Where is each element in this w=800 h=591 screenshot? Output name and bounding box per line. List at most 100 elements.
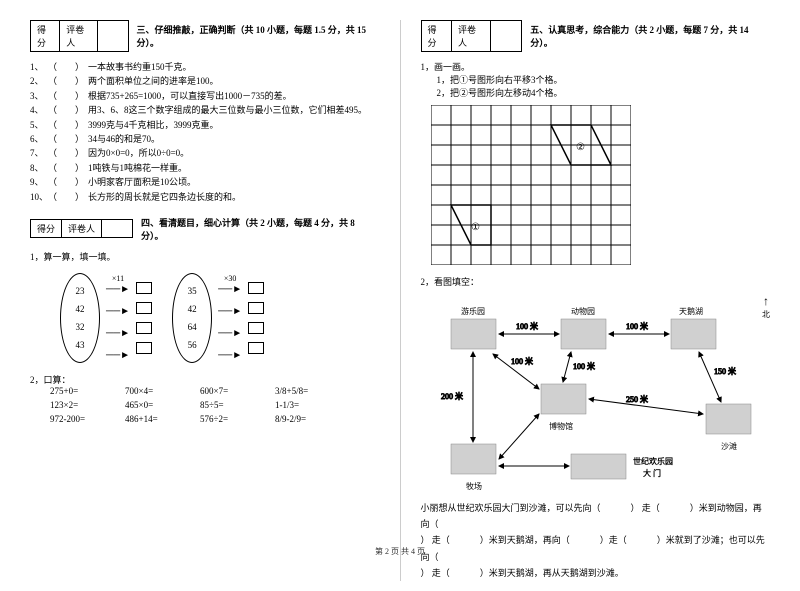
map-diagram: ↑ 北 游乐园 动物园 天鹅湖 牧场 博物馆 沙滩 世纪欢乐园 大 门 (421, 294, 771, 494)
q5-1-label: 1，画一画。 (421, 60, 771, 73)
arrow-col-1: ×11 ──► ──► ──► ──► (106, 274, 130, 361)
mental-item: 275+0= (50, 386, 105, 396)
oval-diagram: 23 42 32 43 ×11 ──► ──► ──► ──► (60, 273, 380, 363)
judgment-item: 5、（ ）3999克与4千克相比，3999克重。 (30, 118, 380, 132)
svg-text:150 米: 150 米 (714, 366, 736, 376)
svg-text:世纪欢乐园: 世纪欢乐园 (633, 456, 673, 466)
museum-img (541, 384, 586, 414)
youle-img (451, 319, 496, 349)
item-text: 一本故事书约重150千克。 (88, 60, 192, 74)
svg-text:200 米: 200 米 (441, 391, 463, 401)
q5-1b: 2，把②号图形向左移动4个格。 (437, 86, 771, 99)
mental-item: 123×2= (50, 400, 105, 410)
score-blank (98, 21, 128, 51)
section-4-title: 四、看清题目，细心计算（共 2 小题，每题 4 分，共 8 分）。 (141, 216, 379, 242)
answer-box (248, 302, 264, 314)
answer-box (248, 342, 264, 354)
left-column: 得分 评卷人 三、仔细推敲，正确判断（共 10 小题，每题 1.5 分，共 15… (30, 20, 380, 581)
answer-box (248, 282, 264, 294)
mental-item: 972-200= (50, 414, 105, 424)
item-text: 34与46的和是70。 (88, 132, 160, 146)
shape-2-label: ② (576, 142, 585, 153)
arrow-icon: ──► (218, 307, 242, 317)
svg-text:牧场: 牧场 (466, 481, 482, 491)
judgment-item: 7、（ ）因为0×0=0，所以0÷0=0。 (30, 146, 380, 160)
q5-2-label: 2，看图填空： (421, 275, 771, 288)
svg-text:250 米: 250 米 (626, 394, 648, 404)
answer-box (248, 322, 264, 334)
q4-2-label: 2，口算： (30, 373, 380, 386)
svg-text:博物馆: 博物馆 (549, 421, 573, 431)
section-4-header: 得分 评卷人 四、看清题目，细心计算（共 2 小题，每题 4 分，共 8 分）。 (30, 216, 380, 242)
item-text: 长方形的周长就是它四条边长度的和。 (88, 190, 241, 204)
result-boxes-1 (136, 282, 152, 354)
item-text: 1吨铁与1吨棉花一样重。 (88, 161, 187, 175)
oval-left-2: 35 42 64 56 (172, 273, 212, 363)
svg-text:100 米: 100 米 (573, 361, 595, 371)
mental-item: 1-1/3= (275, 400, 330, 410)
page-footer: 第 2 页 共 4 页 (0, 546, 800, 557)
mental-item: 8/9-2/9= (275, 414, 330, 424)
svg-text:游乐园: 游乐园 (461, 306, 485, 316)
judgment-item: 10、（ ）长方形的周长就是它四条边长度的和。 (30, 190, 380, 204)
svg-text:100 米: 100 米 (626, 321, 648, 331)
item-num: 1、 (30, 60, 48, 74)
oval-group-2: 35 42 64 56 ×30 ──► ──► ──► ──► (172, 273, 264, 363)
arrow-col-2: ×30 ──► ──► ──► ──► (218, 274, 242, 361)
arrow-icon: ──► (106, 307, 130, 317)
svg-text:沙滩: 沙滩 (721, 441, 737, 451)
arrow-icon: ──► (218, 329, 242, 339)
score-box-3: 得分 评卷人 (30, 20, 129, 52)
score-box-4: 得分 评卷人 (30, 219, 133, 238)
tiane-img (671, 319, 716, 349)
map-svg: 游乐园 动物园 天鹅湖 牧场 博物馆 沙滩 世纪欢乐园 大 门 100 米 (421, 294, 761, 494)
section-3-header: 得分 评卷人 三、仔细推敲，正确判断（共 10 小题，每题 1.5 分，共 15… (30, 20, 380, 52)
mental-item: 700×4= (125, 386, 180, 396)
section-5-header: 得分 评卷人 五、认真思考，综合能力（共 2 小题，每题 7 分，共 14 分）… (421, 20, 771, 52)
answer-box (136, 282, 152, 294)
judgment-item: 9、（ ）小明家客厅面积是10公顷。 (30, 175, 380, 189)
section-3-title: 三、仔细推敲，正确判断（共 10 小题，每题 1.5 分，共 15 分）。 (137, 23, 380, 49)
shape-1-label: ① (471, 222, 480, 233)
fill-blank-text: 小丽想从世纪欢乐园大门到沙滩，可以先向（） 走（）米到动物园，再向（ ） 走（）… (421, 500, 771, 581)
svg-text:动物园: 动物园 (571, 306, 595, 316)
zoo-img (561, 319, 606, 349)
gate-img (571, 454, 626, 479)
mental-item: 486+14= (125, 414, 180, 424)
mental-item: 85÷5= (200, 400, 255, 410)
q4-1-label: 1，算一算，填一填。 (30, 250, 380, 263)
item-text: 根据735+265=1000，可以直接写出1000－735的差。 (88, 89, 292, 103)
section-5-title: 五、认真思考，综合能力（共 2 小题，每题 7 分，共 14 分）。 (530, 23, 770, 49)
item-text: 小明家客厅面积是10公顷。 (88, 175, 196, 189)
score-box-5: 得分 评卷人 (421, 20, 523, 52)
judgment-item: 6、（ ）34与46的和是70。 (30, 132, 380, 146)
score-label: 得分 (31, 21, 60, 51)
oval-left-1: 23 42 32 43 (60, 273, 100, 363)
answer-box (136, 342, 152, 354)
item-text: 两个面积单位之间的进率是100。 (88, 74, 219, 88)
svg-text:100 米: 100 米 (511, 356, 533, 366)
mental-item: 600×7= (200, 386, 255, 396)
grid-svg: ② ① (431, 105, 631, 265)
judgment-item: 1、（ ）一本故事书约重150千克。 (30, 60, 380, 74)
right-column: 得分 评卷人 五、认真思考，综合能力（共 2 小题，每题 7 分，共 14 分）… (421, 20, 771, 581)
judgment-item: 8、（ ）1吨铁与1吨棉花一样重。 (30, 161, 380, 175)
judgment-item: 2、（ ）两个面积单位之间的进率是100。 (30, 74, 380, 88)
answer-box (136, 322, 152, 334)
arrow-icon: ──► (106, 285, 130, 295)
oval-group-1: 23 42 32 43 ×11 ──► ──► ──► ──► (60, 273, 152, 363)
arrow-icon: ──► (218, 285, 242, 295)
shatan-img (706, 404, 751, 434)
mental-item: 576÷2= (200, 414, 255, 424)
page-container: 得分 评卷人 三、仔细推敲，正确判断（共 10 小题，每题 1.5 分，共 15… (0, 0, 800, 591)
svg-text:大 门: 大 门 (643, 468, 661, 478)
mental-item: 3/8+5/8= (275, 386, 330, 396)
reviewer-label: 评卷人 (60, 21, 97, 51)
item-paren: （ ） (48, 60, 88, 74)
result-boxes-2 (248, 282, 264, 354)
q5-1a: 1，把①号图形向右平移3个格。 (437, 73, 771, 86)
arrow-icon: ──► (106, 351, 130, 361)
arrow-icon: ──► (106, 329, 130, 339)
mental-item: 465×0= (125, 400, 180, 410)
translation-grid: ② ① (431, 105, 771, 265)
